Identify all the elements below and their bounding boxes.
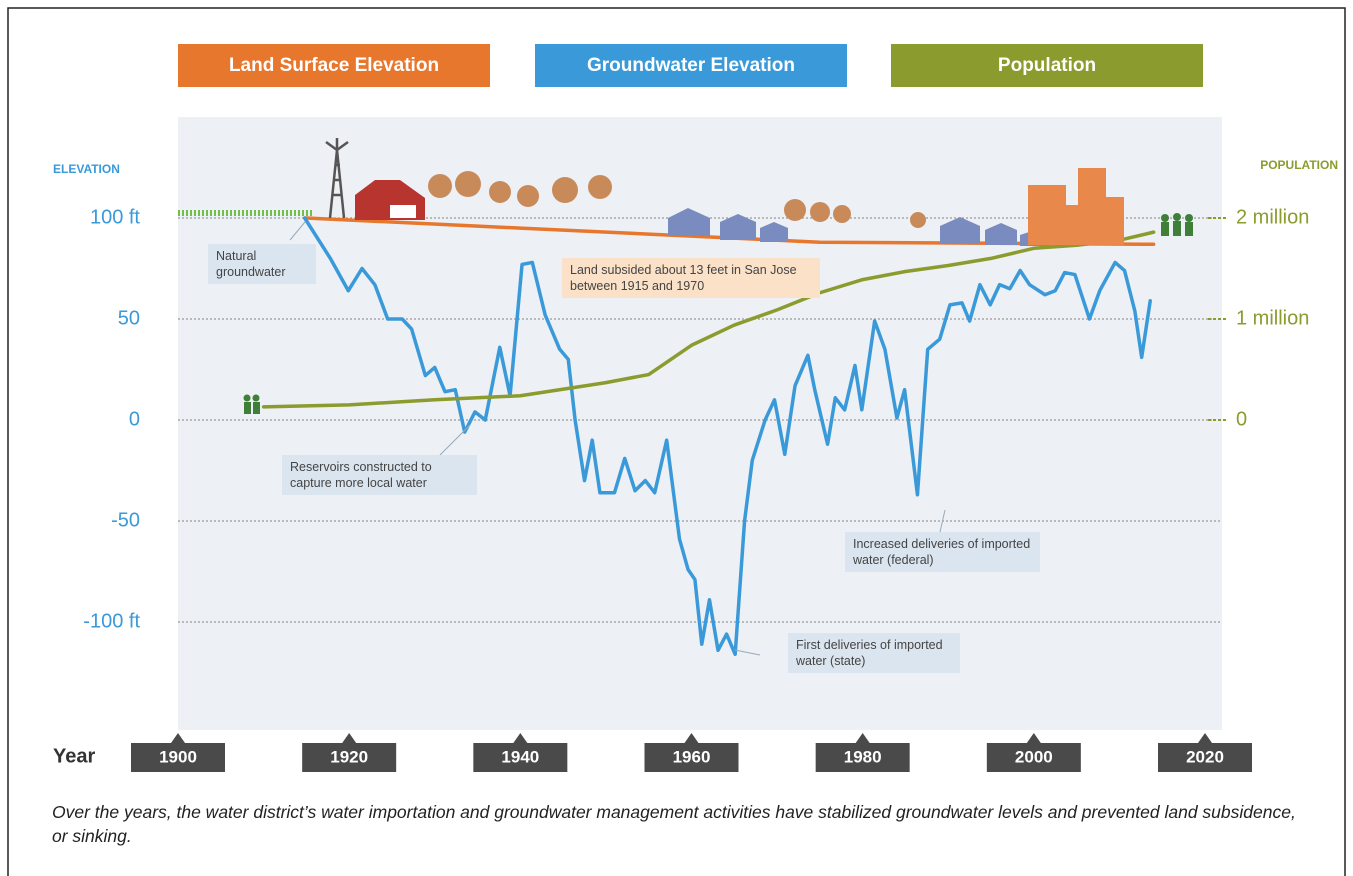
annotation: Reservoirs constructed to capture more l… [282,455,477,495]
annotation: Increased deliveries of imported water (… [845,532,1040,572]
x-tick-label: 1940 [501,747,539,766]
annotation: Land subsided about 13 feet in San Jose … [562,258,820,298]
x-tick [171,733,185,743]
y2-tick-label: 0 [1236,408,1247,430]
legend-label: Population [998,55,1096,76]
annotation: Natural groundwater [208,244,316,284]
legend-label: Land Surface Elevation [229,55,439,76]
x-tick-label: 2020 [1186,747,1224,766]
x-tick [856,733,870,743]
chart: Year ELEVATION POPULATION 100 ft 50 0 -50 -1… [0,0,1353,876]
x-tick [513,733,527,743]
x-tick [1198,733,1212,743]
y2-tick-label: 1 million [1236,307,1309,329]
x-tick-label: 1960 [673,747,711,766]
x-tick [1027,733,1041,743]
barn-door [390,205,416,218]
x-tick-label: 1980 [844,747,882,766]
y-tick-label: -50 [111,509,140,531]
y-tick-label: -100 ft [83,610,140,632]
caption: Over the years, the water district’s wat… [52,800,1302,848]
y-tick-label: 100 ft [90,206,140,228]
x-axis-title: Year [53,745,95,767]
annotation: First deliveries of imported water (stat… [788,633,960,673]
y-tick-label: 0 [129,408,140,430]
x-tick-label: 1920 [330,747,368,766]
y2-tick-label: 2 million [1236,206,1309,228]
legend-label: Groundwater Elevation [587,55,795,76]
x-tick-label: 2000 [1015,747,1053,766]
y-axis-title: ELEVATION [53,162,120,176]
y-tick-label: 50 [118,307,140,329]
x-tick-label: 1900 [159,747,197,766]
page: Year ELEVATION POPULATION 100 ft 50 0 -50 -1… [0,0,1353,876]
x-tick [342,733,356,743]
y2-axis-title: POPULATION [1260,158,1338,172]
x-tick [685,733,699,743]
